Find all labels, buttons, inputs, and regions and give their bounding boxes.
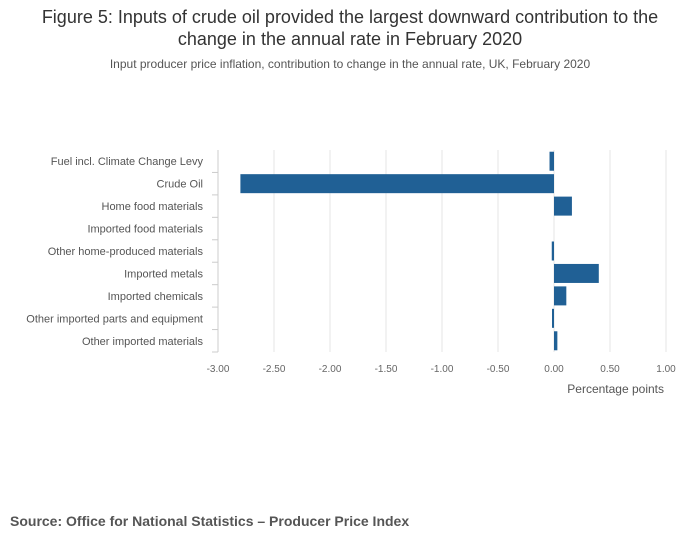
bar-other-imported-parts-and-equipment bbox=[552, 308, 554, 328]
category-label: Imported metals bbox=[124, 268, 203, 280]
bar-fuel-incl-climate-change-levy bbox=[549, 151, 554, 171]
category-label: Fuel incl. Climate Change Levy bbox=[51, 156, 204, 168]
category-label: Imported food materials bbox=[87, 224, 203, 236]
bar-other-imported-materials bbox=[554, 331, 558, 351]
category-label: Other home-produced materials bbox=[48, 246, 204, 258]
category-label: Other imported materials bbox=[82, 336, 204, 348]
bar-crude-oil bbox=[240, 174, 554, 194]
x-tick-label: -2.00 bbox=[319, 364, 342, 375]
x-tick-label: -1.50 bbox=[375, 364, 398, 375]
bar-imported-metals bbox=[554, 263, 599, 283]
x-tick-label: -0.50 bbox=[487, 364, 510, 375]
x-tick-label: -2.50 bbox=[263, 364, 286, 375]
x-tick-label: -3.00 bbox=[207, 364, 230, 375]
x-tick-label: -1.00 bbox=[431, 364, 454, 375]
category-label: Home food materials bbox=[102, 201, 204, 213]
category-label: Other imported parts and equipment bbox=[26, 313, 203, 325]
bar-imported-chemicals bbox=[554, 286, 567, 306]
category-label: Crude Oil bbox=[157, 179, 203, 191]
category-label: Imported chemicals bbox=[108, 291, 204, 303]
source-note: Source: Office for National Statistics –… bbox=[10, 513, 410, 529]
bar-home-food-materials bbox=[554, 196, 572, 216]
chart-title: Figure 5: Inputs of crude oil provided t… bbox=[41, 7, 659, 49]
x-tick-label: 0.50 bbox=[600, 364, 620, 375]
x-tick-label: 0.00 bbox=[544, 364, 564, 375]
x-axis-title: Percentage points bbox=[567, 382, 664, 396]
chart-subtitle: Input producer price inflation, contribu… bbox=[109, 57, 591, 71]
bar-other-home-produced-materials bbox=[551, 241, 554, 261]
x-tick-label: 1.00 bbox=[656, 364, 676, 375]
